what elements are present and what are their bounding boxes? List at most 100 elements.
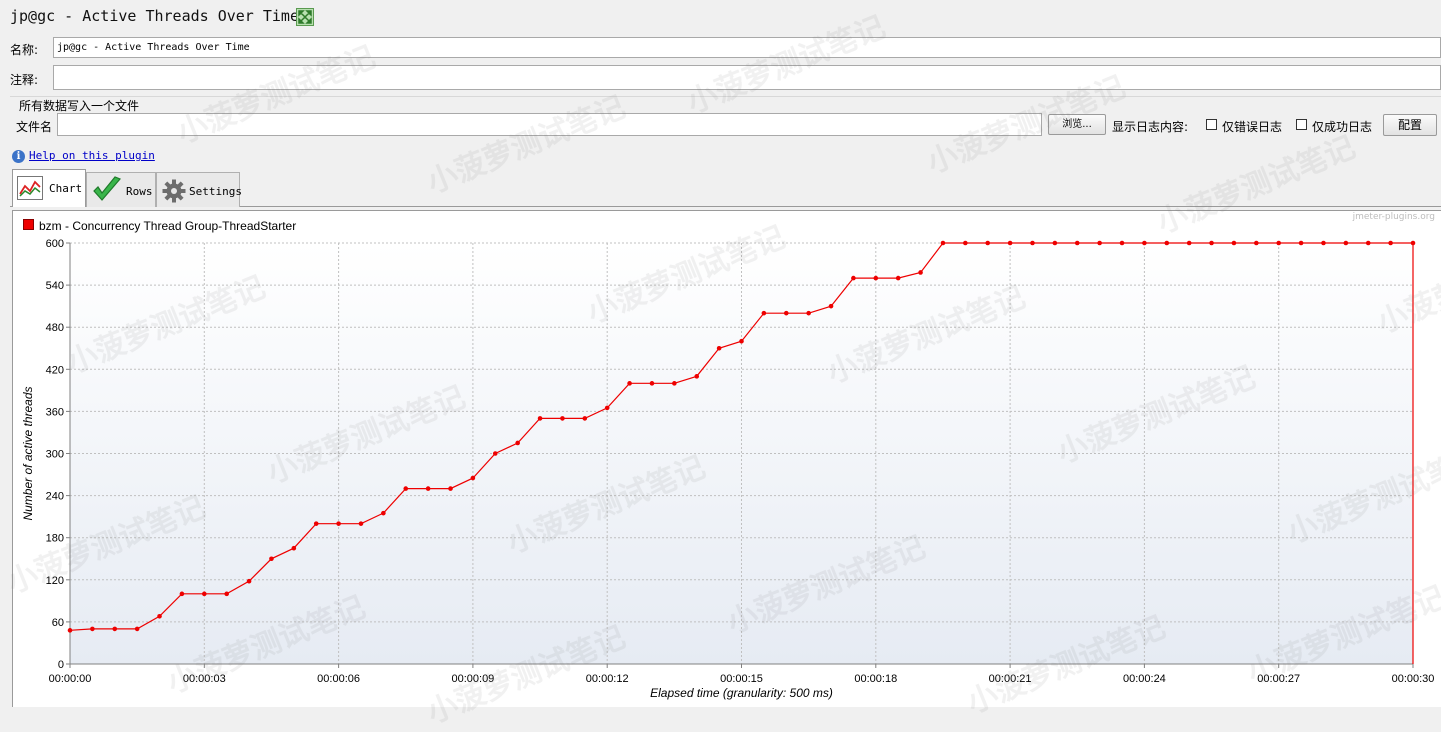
tab-settings[interactable]: Settings <box>156 172 242 207</box>
comment-input[interactable] <box>53 65 1441 90</box>
data-point <box>1410 240 1416 246</box>
data-point <box>1321 240 1326 246</box>
data-point <box>269 556 274 562</box>
success-only-checkbox[interactable] <box>1296 119 1307 130</box>
data-point <box>1298 240 1304 246</box>
data-point <box>1119 240 1125 246</box>
data-point <box>560 416 565 421</box>
data-point <box>1007 240 1013 246</box>
log-display-label: 显示日志内容: <box>1112 120 1189 134</box>
data-point <box>224 591 229 597</box>
y-tick-label: 180 <box>46 533 64 545</box>
y-tick-label: 300 <box>46 449 64 461</box>
filename-input[interactable] <box>57 113 1042 136</box>
data-point <box>828 303 834 309</box>
data-point <box>1097 240 1102 246</box>
file-section-title: 所有数据写入一个文件 <box>19 99 140 113</box>
x-tick-label: 00:00:18 <box>854 673 897 685</box>
data-point <box>470 475 476 481</box>
errors-only-checkbox[interactable] <box>1206 119 1217 130</box>
y-tick-label: 540 <box>46 280 64 292</box>
data-point <box>1365 240 1371 246</box>
data-point <box>537 416 543 421</box>
window-title: jp@gc - Active Threads Over Time <box>10 7 299 25</box>
data-point <box>492 451 498 456</box>
x-tick-label: 00:00:30 <box>1392 673 1435 685</box>
legend-swatch <box>23 219 34 230</box>
data-point <box>1231 240 1237 246</box>
data-point <box>1164 240 1170 246</box>
data-point <box>1052 240 1058 246</box>
x-tick-label: 00:00:06 <box>317 673 360 685</box>
y-axis-label: Number of active threads <box>21 386 35 520</box>
x-tick-label: 00:00:12 <box>586 673 629 685</box>
x-axis-label: Elapsed time (granularity: 500 ms) <box>650 686 833 700</box>
data-point <box>246 578 252 584</box>
data-point <box>604 405 610 411</box>
help-plugin-link[interactable]: Help on this plugin <box>29 149 155 162</box>
data-point <box>1343 240 1349 246</box>
data-point <box>157 613 162 619</box>
x-tick-label: 00:00:24 <box>1123 673 1166 685</box>
data-point <box>202 591 207 597</box>
section-divider <box>10 96 1441 97</box>
expand-icon[interactable] <box>296 8 314 26</box>
y-tick-label: 360 <box>46 406 64 418</box>
data-point <box>895 275 901 281</box>
checkmark-icon <box>93 176 122 201</box>
data-point <box>134 626 140 632</box>
active-threads-chart: 0 60 120 180 240 300 360 420 480 540 600 00:00:00 00… <box>21 238 1435 700</box>
x-tick-label: 00:00:15 <box>720 673 763 685</box>
tab-chart[interactable]: Chart <box>12 169 86 207</box>
data-point <box>806 310 811 316</box>
success-only-label[interactable]: 仅成功日志 <box>1312 120 1373 134</box>
configure-button[interactable]: 配置 <box>1383 114 1437 136</box>
series-line <box>69 242 1414 664</box>
tab-settings-label: Settings <box>189 185 242 198</box>
data-point <box>1209 240 1214 246</box>
x-tick-label: 00:00:27 <box>1257 673 1300 685</box>
data-point <box>425 486 431 491</box>
tab-rows[interactable]: Rows <box>86 172 156 207</box>
y-tick-label: 480 <box>46 322 64 334</box>
data-point <box>783 310 789 316</box>
x-tick-label: 00:00:21 <box>989 673 1032 685</box>
y-tick-label: 60 <box>52 617 64 629</box>
filename-label: 文件名 <box>16 120 53 134</box>
comment-label: 注释: <box>10 73 39 87</box>
data-point <box>336 521 341 526</box>
plot-area <box>70 243 1413 664</box>
data-point <box>112 626 118 632</box>
errors-only-label[interactable]: 仅错误日志 <box>1222 120 1283 134</box>
info-icon: i <box>12 150 25 163</box>
data-point <box>582 416 588 421</box>
data-point <box>403 486 409 491</box>
data-point <box>985 240 991 246</box>
name-input[interactable]: jp@gc - Active Threads Over Time <box>53 37 1441 58</box>
data-point <box>448 486 453 491</box>
x-tick-label: 00:00:00 <box>49 673 92 685</box>
data-point <box>1142 240 1147 246</box>
browse-button[interactable]: 浏览... <box>1048 114 1106 135</box>
plugin-site-watermark: jmeter-plugins.org <box>1352 212 1435 222</box>
tabs-divider <box>10 206 1441 207</box>
data-point <box>381 510 386 516</box>
data-point <box>940 240 946 246</box>
chart-icon <box>17 176 43 200</box>
data-point <box>627 381 632 386</box>
data-point <box>649 381 655 386</box>
data-point <box>515 440 520 446</box>
data-point <box>67 628 73 633</box>
data-point <box>291 545 297 551</box>
data-point <box>761 310 767 316</box>
data-point <box>179 591 185 597</box>
name-label: 名称: <box>10 43 39 57</box>
gear-icon <box>162 179 186 203</box>
tab-chart-label: Chart <box>49 182 83 195</box>
data-point <box>918 270 923 275</box>
data-point <box>1030 240 1035 246</box>
data-point <box>694 374 700 379</box>
y-tick-label: 120 <box>46 575 64 587</box>
y-tick-label: 600 <box>46 238 64 250</box>
data-point <box>358 521 364 526</box>
